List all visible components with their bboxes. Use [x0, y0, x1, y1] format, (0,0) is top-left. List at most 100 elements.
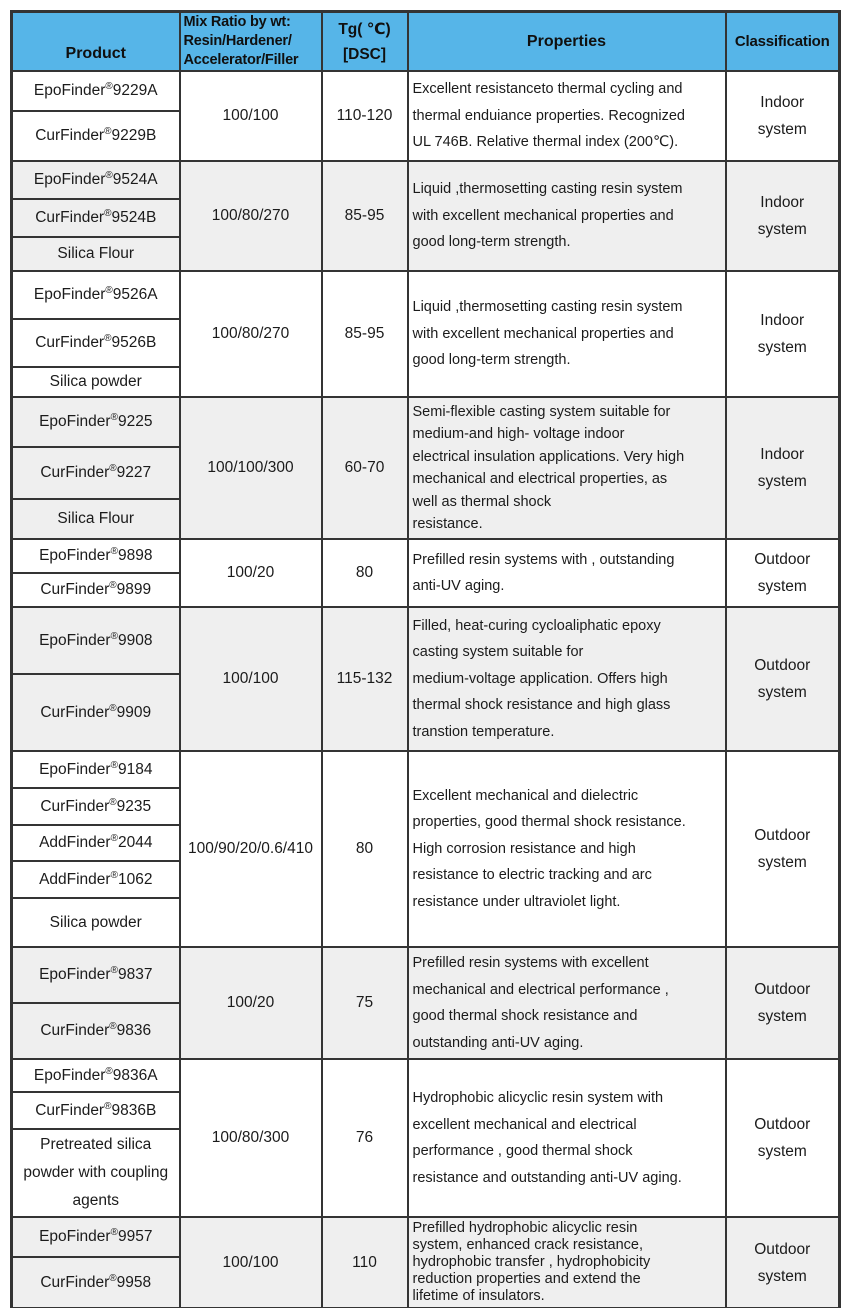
classification-cell: Outdoor system: [724, 1058, 841, 1218]
classification-cell: Indoor system: [724, 270, 841, 398]
table-row: EpoFinder®9836A 100/80/300 76 Hydrophobic a…: [10, 1058, 841, 1218]
table-row: Pretreated silica powder with coupling a…: [10, 1128, 840, 1218]
product-cell: EpoFinder®9225: [10, 396, 181, 448]
product-cell: EpoFinder®9184: [10, 750, 181, 789]
header-row: Product Mix Ratio by wt: Resin/Hardener/…: [10, 10, 841, 72]
mix-ratio-cell: 100/90/20/0.6/410: [178, 750, 323, 948]
table-row: AddFinder®1062: [10, 860, 840, 899]
tg-cell: 110: [320, 1216, 409, 1308]
classification-cell: Indoor system: [724, 160, 841, 272]
table-row: CurFinder®9229B: [10, 110, 840, 162]
classification-cell: Outdoor system: [724, 538, 841, 608]
product-cell: CurFinder®9958: [10, 1256, 181, 1308]
mix-ratio-cell: 100/80/270: [178, 160, 323, 272]
product-cell: Silica powder: [10, 366, 181, 398]
classification-cell: Outdoor system: [724, 946, 841, 1060]
tg-cell: 76: [320, 1058, 409, 1218]
tg-cell: 110-120: [320, 70, 409, 162]
product-cell: CurFinder®9909: [10, 673, 181, 752]
table-row: CurFinder®9836B: [10, 1091, 840, 1130]
mix-ratio-cell: 100/100/300: [178, 396, 323, 540]
classification-cell: Indoor system: [724, 70, 841, 162]
header-properties: Properties: [406, 10, 727, 72]
product-cell: EpoFinder®9229A: [10, 70, 181, 112]
product-cell: CurFinder®9227: [10, 446, 181, 500]
properties-cell: Liquid ,thermosetting casting resin syst…: [406, 270, 727, 398]
table-row: EpoFinder®9957 100/100 110 Prefilled hydrop…: [10, 1215, 841, 1308]
table-row: EpoFinder®9526A 100/80/270 85-95 Liquid ,th…: [10, 270, 841, 398]
table-row: Silica powder: [10, 366, 840, 398]
table-row: CurFinder®9836: [10, 1002, 840, 1060]
product-cell: Silica Flour: [10, 498, 181, 540]
properties-cell: Hydrophobic alicyclic resin system with …: [406, 1058, 727, 1218]
mix-ratio-cell: 100/80/300: [178, 1058, 323, 1218]
product-cell: CurFinder®9229B: [10, 110, 181, 162]
tg-cell: 60-70: [320, 396, 409, 540]
classification-cell: Outdoor system: [724, 1216, 841, 1308]
mix-ratio-cell: 100/20: [178, 946, 323, 1060]
tg-cell: 85-95: [320, 270, 409, 398]
tg-cell: 80: [320, 750, 409, 948]
table-row: EpoFinder®9908 100/100 115-132 Filled, heat…: [10, 606, 841, 752]
classification-cell: Indoor system: [724, 396, 841, 540]
properties-cell: Prefilled hydrophobic alicyclic resin sy…: [406, 1216, 727, 1308]
header-tg: Tg( ℃) [DSC]: [320, 10, 409, 72]
header-product: Product: [10, 10, 181, 72]
table-row: EpoFinder®9524A 100/80/270 85-95 Liquid ,th…: [10, 160, 841, 272]
table-row: CurFinder®9524B: [10, 198, 840, 238]
mix-ratio-cell: 100/100: [178, 606, 323, 752]
properties-cell: Prefilled resin systems with , outstandi…: [406, 538, 727, 608]
table-row: EpoFinder®9229A 100/100 110-120 Excellent r…: [10, 70, 841, 162]
epoxy-systems-table: Product Mix Ratio by wt: Resin/Hardener/…: [10, 10, 841, 1308]
tg-cell: 75: [320, 946, 409, 1060]
product-cell: AddFinder®1062: [10, 860, 181, 899]
table-row: EpoFinder®9225 100/100/300 60-70 Semi-flexi…: [10, 396, 841, 540]
mix-ratio-cell: 100/80/270: [178, 270, 323, 398]
product-cell: CurFinder®9836B: [10, 1091, 181, 1130]
product-cell: EpoFinder®9898: [10, 538, 181, 574]
table-row: EpoFinder®9837 100/20 75 Prefilled resin sy…: [10, 946, 841, 1060]
product-cell: EpoFinder®9836A: [10, 1058, 181, 1093]
product-cell: CurFinder®9235: [10, 787, 181, 826]
table-row: AddFinder®2044: [10, 824, 840, 862]
table-row: CurFinder®9909: [10, 673, 840, 752]
mix-ratio-cell: 100/100: [178, 70, 323, 162]
product-cell: CurFinder®9836: [10, 1002, 181, 1060]
product-cell: EpoFinder®9908: [10, 606, 181, 675]
table-row: CurFinder®9235: [10, 787, 840, 826]
table-row: CurFinder®9526B: [10, 318, 840, 368]
product-cell: Silica Flour: [10, 236, 181, 272]
product-cell: EpoFinder®9526A: [10, 270, 181, 320]
properties-cell: Liquid ,thermosetting casting resin syst…: [406, 160, 727, 272]
mix-ratio-cell: 100/100: [178, 1216, 323, 1308]
header-classification: Classification: [724, 10, 841, 72]
product-cell: EpoFinder®9524A: [10, 160, 181, 200]
product-cell: CurFinder®9899: [10, 572, 181, 608]
table-row: EpoFinder®9898 100/20 80 Prefilled resin sy…: [10, 538, 841, 608]
properties-cell: Prefilled resin systems with excellent m…: [406, 946, 727, 1060]
properties-cell: Semi-flexible casting system suitable fo…: [406, 396, 727, 540]
product-cell: EpoFinder®9957: [10, 1215, 181, 1259]
tg-cell: 85-95: [320, 160, 409, 272]
table-row: CurFinder®9958: [10, 1256, 840, 1308]
table-row: EpoFinder®9184 100/90/20/0.6/410 80 Excelle…: [10, 750, 841, 948]
classification-cell: Outdoor system: [724, 606, 841, 752]
properties-cell: Excellent resistanceto thermal cycling a…: [406, 70, 727, 162]
header-mix-ratio: Mix Ratio by wt: Resin/Hardener/ Acceler…: [178, 10, 323, 72]
properties-cell: Filled, heat-curing cycloaliphatic epoxy…: [406, 606, 727, 752]
product-cell: Pretreated silica powder with coupling a…: [10, 1128, 181, 1218]
tg-cell: 80: [320, 538, 409, 608]
table-row: Silica powder: [10, 897, 840, 948]
product-cell: EpoFinder®9837: [10, 946, 181, 1004]
product-cell: AddFinder®2044: [10, 824, 181, 862]
properties-cell: Excellent mechanical and dielectric prop…: [406, 750, 727, 948]
mix-ratio-cell: 100/20: [178, 538, 323, 608]
classification-cell: Outdoor system: [724, 750, 841, 948]
table-row: Silica Flour: [10, 498, 840, 540]
product-cell: CurFinder®9526B: [10, 318, 181, 368]
table-row: CurFinder®9227: [10, 446, 840, 500]
product-cell: Silica powder: [10, 897, 181, 948]
tg-cell: 115-132: [320, 606, 409, 752]
table-row: CurFinder®9899: [10, 572, 840, 608]
